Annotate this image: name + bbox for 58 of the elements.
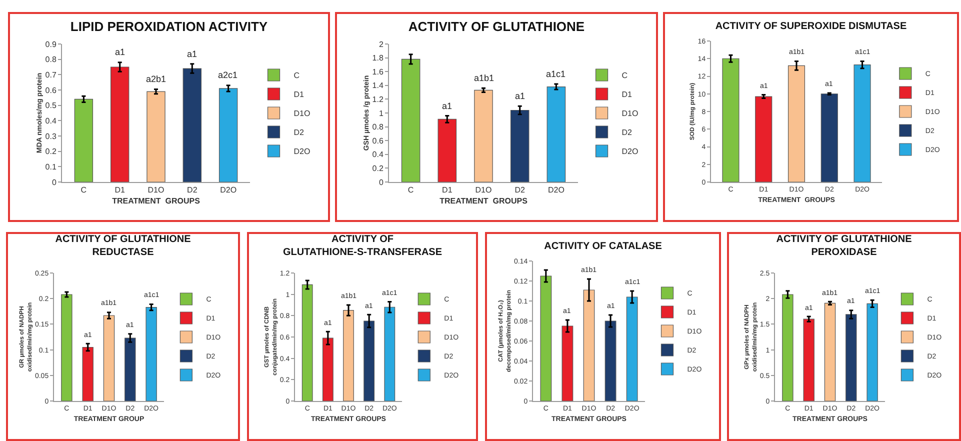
legend-label: C: [294, 71, 300, 80]
y-tick-label: 1: [378, 108, 384, 118]
legend-label: D1: [294, 90, 305, 100]
y-tick-label: 0.3: [45, 132, 57, 141]
chart-title: ACTIVITY OF GLUTATHIONE: [408, 19, 585, 34]
chart-title: ACTIVITY OF GLUTATHIONE REDUCTASE: [55, 234, 192, 258]
y-tick-label: 0.1: [45, 162, 57, 172]
legend-label: D1O: [622, 109, 638, 118]
chart-title: ACTIVITY OF GLUTATHIONE PEROXIDASE: [776, 234, 912, 258]
y-tick-label: 0.6: [45, 86, 57, 95]
annotation: a1: [115, 47, 126, 57]
chart-title: ACTIVITY OF GLUTATHIONE-S-TRANSFERASE: [282, 234, 442, 258]
y-tick-label: 0: [52, 178, 57, 187]
legend-label: D1: [622, 90, 633, 100]
y-tick-label: 0.5: [45, 101, 57, 110]
annotation: a1c1: [546, 69, 566, 79]
chart-title: ACTIVITY OF CATALASE: [544, 241, 662, 252]
y-tick-label: 1.2: [372, 95, 384, 104]
x-tick-label: D2O: [220, 186, 237, 195]
y-tick-label: 0.6: [372, 136, 384, 146]
y-tick-label: 0.2: [372, 164, 384, 173]
x-tick-label: D1: [114, 186, 126, 195]
x-tick-label: D1: [442, 186, 453, 195]
legend-label: D2O: [622, 147, 638, 156]
y-tick-label: 0.9: [45, 40, 57, 49]
legend-label: D2O: [294, 147, 310, 156]
legend-label: D1O: [294, 109, 310, 118]
chart-title: ACTIVITY OF SUPEROXIDE DISMUTASE: [715, 21, 907, 32]
annotation: a1b1: [474, 73, 494, 83]
legend-label: C: [622, 71, 628, 80]
y-tick-label: 0.8: [372, 122, 384, 132]
x-tick-label: D1O: [475, 186, 492, 195]
x-tick-label: D2: [187, 186, 198, 195]
legend-label: D2: [294, 128, 305, 138]
y-tick-label: 0.2: [45, 147, 57, 156]
annotation: a2c1: [218, 70, 238, 80]
annotation: a2b1: [146, 74, 166, 84]
x-axis-title: TREATMENT GROUPS: [112, 196, 201, 206]
x-tick-label: C: [80, 186, 87, 195]
y-tick-label: 2: [378, 40, 384, 49]
y-tick-label: 0.7: [45, 70, 57, 80]
chart-title: LIPID PEROXIDATION ACTIVITY: [70, 19, 268, 34]
y-tick-label: 0.8: [45, 55, 57, 64]
x-tick-label: D1O: [148, 186, 164, 195]
x-tick-label: C: [408, 186, 414, 195]
legend-label: D2: [622, 128, 633, 138]
y-tick-label: 1.6: [372, 67, 384, 76]
annotation: a1: [442, 101, 452, 111]
annotation: a1: [187, 49, 198, 59]
annotation: a1: [515, 91, 526, 101]
y-tick-label: 0.4: [45, 116, 57, 126]
y-tick-label: 0.4: [372, 150, 384, 160]
x-axis-title: TREATMENT GROUPS: [440, 196, 528, 206]
y-tick-label: 1.4: [372, 81, 384, 90]
y-tick-label: 1.8: [372, 54, 384, 63]
x-tick-label: D2: [514, 186, 526, 195]
y-tick-label: 0: [378, 178, 384, 187]
x-tick-label: D2O: [548, 186, 564, 195]
